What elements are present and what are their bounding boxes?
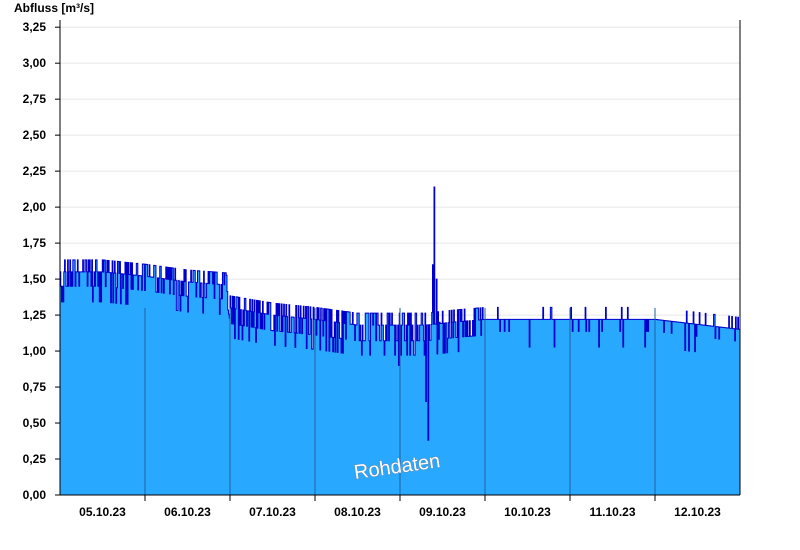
- y-tick-label: 0,50: [23, 416, 47, 430]
- x-tick-label: 09.10.23: [419, 505, 466, 519]
- y-tick-label: 1,50: [23, 272, 47, 286]
- x-axis-ticks: 05.10.23 06.10.23 07.10.23 08.10.23 09.10.23…: [79, 495, 721, 519]
- x-tick-label: 08.10.23: [334, 505, 381, 519]
- x-tick-label: 06.10.23: [164, 505, 211, 519]
- x-tick-label: 12.10.23: [674, 505, 721, 519]
- x-tick-label: 07.10.23: [249, 505, 296, 519]
- x-tick-label: 05.10.23: [79, 505, 126, 519]
- y-tick-label: 2,50: [23, 128, 47, 142]
- y-tick-label: 2,00: [23, 200, 47, 214]
- y-tick-label: 1,00: [23, 344, 47, 358]
- y-axis-ticks: 0,00 0,25 0,50 0,75 1,00 1,25 1,50 1,75 2,00 2,25…: [23, 20, 60, 502]
- y-tick-label: 0,75: [23, 380, 47, 394]
- x-tick-label: 10.10.23: [504, 505, 551, 519]
- y-tick-label: 3,00: [23, 56, 47, 70]
- day-separators: [144, 307, 656, 495]
- y-tick-label: 0,00: [23, 488, 47, 502]
- y-tick-label: 2,25: [23, 164, 47, 178]
- y-tick-label: 1,75: [23, 236, 47, 250]
- y-tick-label: 3,25: [23, 20, 47, 34]
- discharge-line: [60, 186, 741, 441]
- y-axis-title: Abfluss [m³/s]: [14, 1, 95, 15]
- y-tick-label: 0,25: [23, 452, 47, 466]
- y-tick-label: 2,75: [23, 92, 47, 106]
- x-tick-label: 11.10.23: [589, 505, 635, 519]
- y-tick-label: 1,25: [23, 308, 47, 322]
